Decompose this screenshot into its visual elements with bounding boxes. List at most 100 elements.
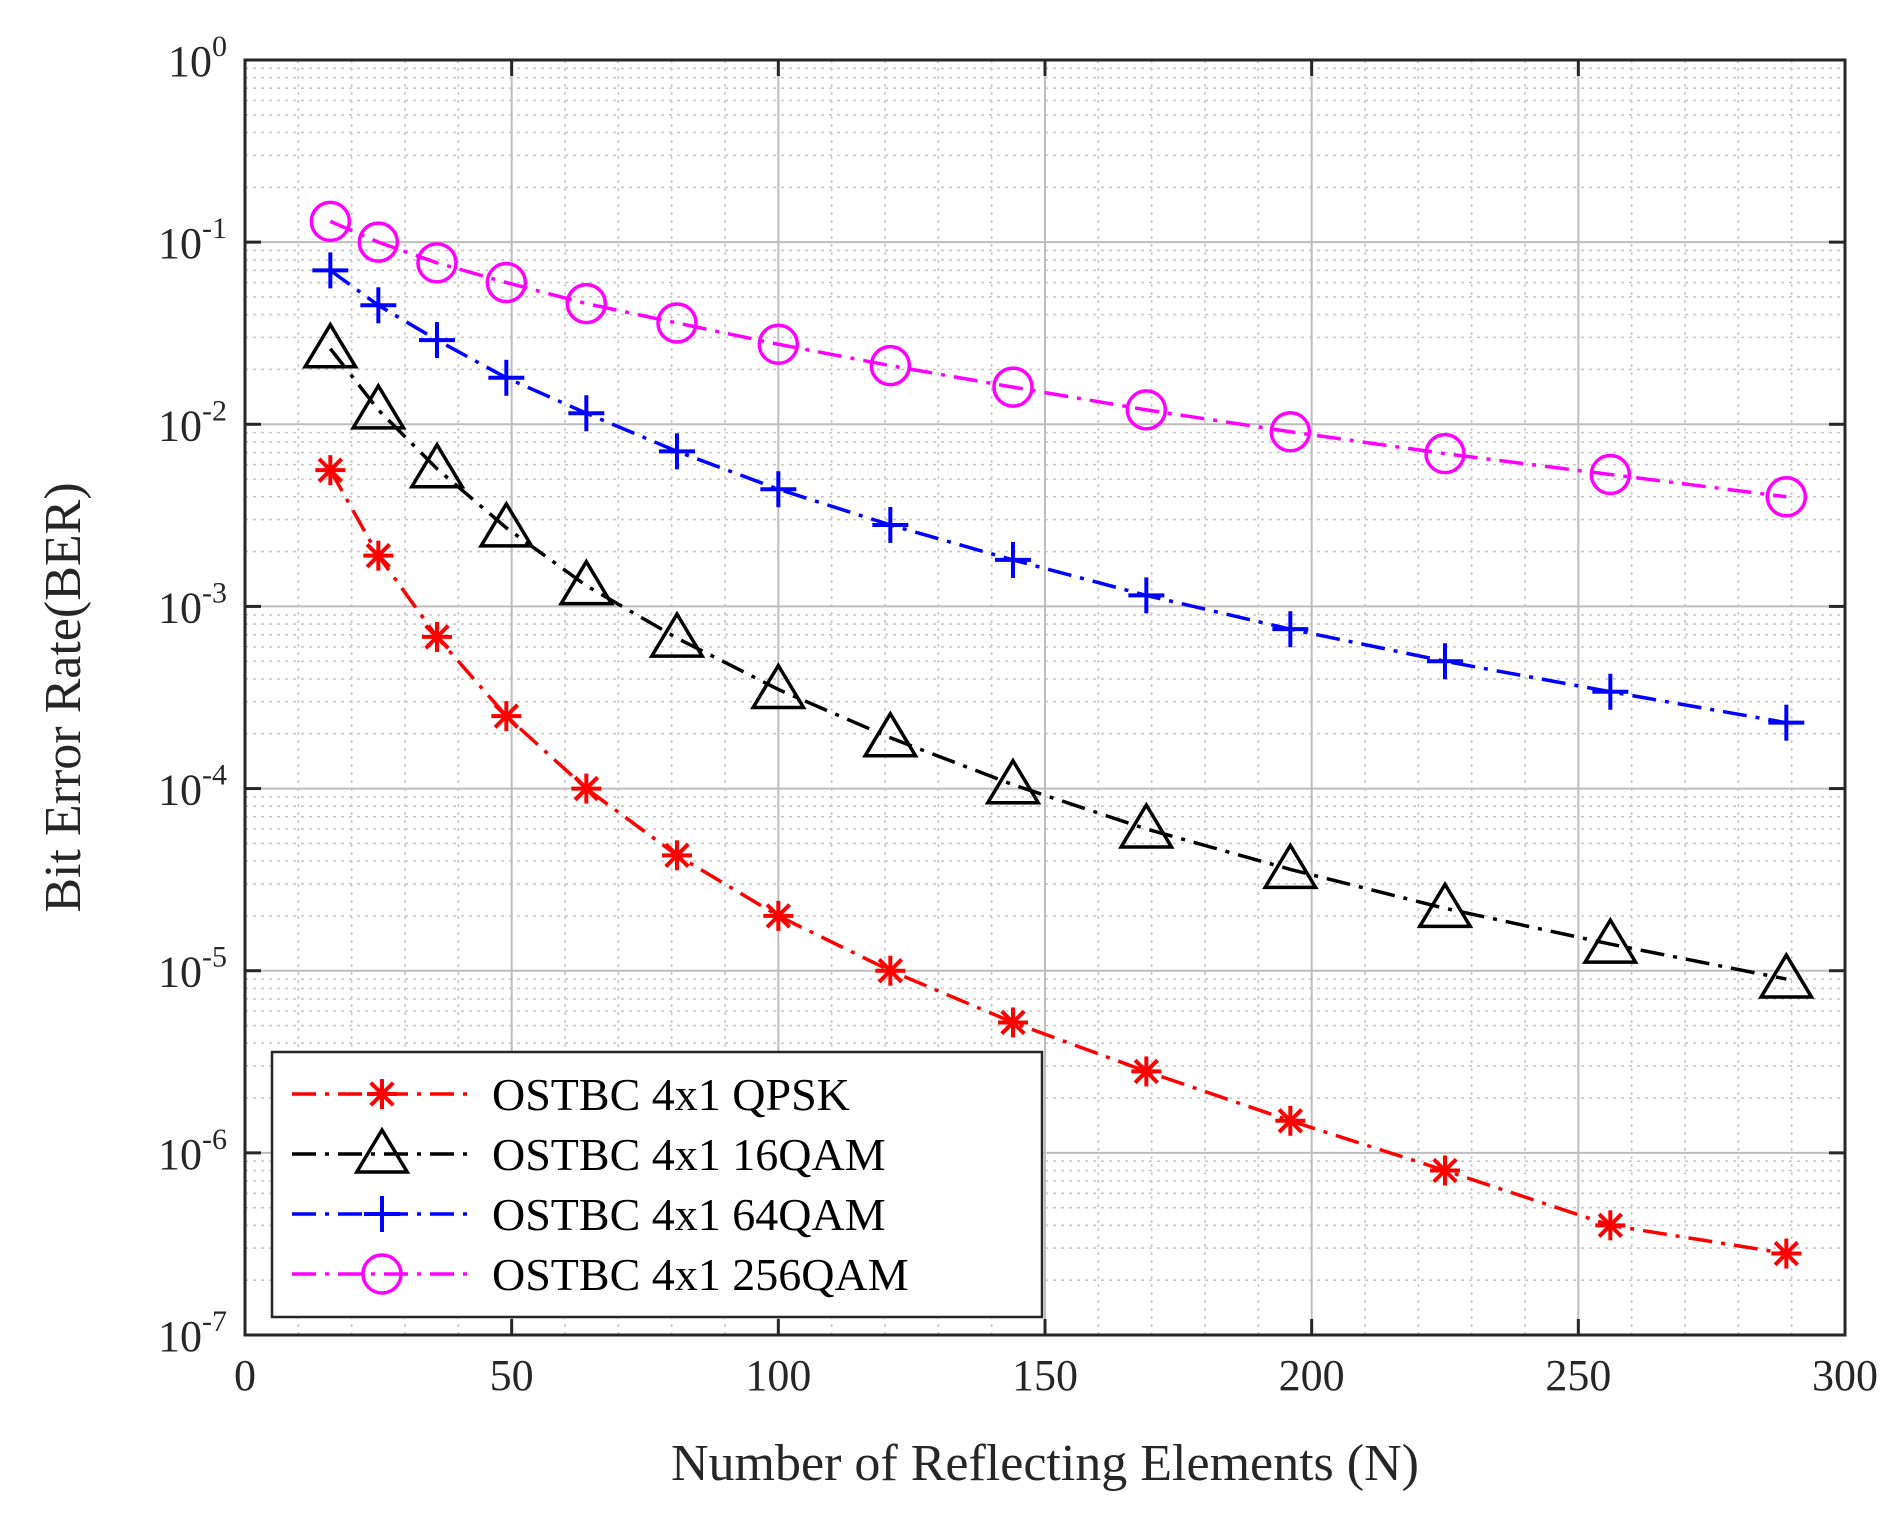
circle-marker-shape — [485, 261, 528, 304]
data-point — [984, 757, 1042, 805]
y-tick-label: 10-3 — [158, 576, 227, 632]
y-tick-label: 10-6 — [158, 1123, 227, 1179]
circle-marker-shape — [1589, 453, 1632, 496]
legend-marker — [367, 1079, 397, 1109]
triangle-marker-shape — [1758, 951, 1815, 999]
triangle-marker-shape — [350, 382, 407, 430]
data-point — [1272, 611, 1309, 648]
data-point — [488, 359, 525, 396]
legend-item: OSTBC 4x1 QPSK — [292, 1069, 850, 1120]
data-point — [1269, 410, 1312, 453]
series-group — [302, 200, 1815, 1269]
asterisk-marker-stroke — [1432, 1157, 1458, 1184]
legend-label: OSTBC 4x1 64QAM — [492, 1189, 886, 1240]
y-axis-title: Bit Error Rate(BER) — [35, 482, 92, 912]
data-point — [872, 506, 909, 543]
asterisk-marker-stroke — [573, 775, 599, 802]
data-point — [1768, 704, 1805, 741]
data-point — [309, 200, 352, 243]
data-point — [312, 252, 349, 289]
triangle-marker-shape — [558, 558, 615, 606]
data-point — [1595, 1210, 1626, 1241]
data-point — [360, 287, 397, 324]
asterisk-marker-stroke — [1277, 1108, 1303, 1134]
x-tick-label: 150 — [1012, 1351, 1078, 1400]
data-point — [422, 621, 452, 652]
asterisk-marker-stroke — [424, 624, 450, 650]
triangle-marker-shape — [302, 321, 359, 369]
data-point — [750, 662, 807, 710]
data-point — [1416, 880, 1474, 929]
data-point — [350, 382, 407, 430]
data-point — [1765, 476, 1808, 518]
data-point — [875, 955, 906, 986]
triangle-marker-shape — [862, 710, 919, 758]
circle-marker-shape — [357, 221, 400, 263]
data-point — [995, 541, 1031, 578]
series-line — [328, 347, 1787, 981]
x-tick-label: 200 — [1279, 1351, 1345, 1400]
x-axis-title: Number of Reflecting Elements (N) — [671, 1435, 1419, 1492]
data-point — [763, 900, 794, 931]
data-point — [1262, 841, 1319, 890]
x-tick-label: 250 — [1545, 1351, 1611, 1400]
data-point — [1131, 1056, 1162, 1087]
y-tick-label: 10-1 — [158, 212, 227, 268]
asterisk-marker-stroke — [369, 1081, 395, 1107]
legend-label: OSTBC 4x1 16QAM — [492, 1129, 886, 1180]
legend-item: OSTBC 4x1 16QAM — [292, 1126, 886, 1180]
data-point — [1125, 389, 1168, 431]
legend-item: OSTBC 4x1 256QAM — [292, 1249, 909, 1300]
asterisk-marker-stroke — [664, 842, 690, 868]
circle-marker-shape — [361, 1253, 403, 1295]
y-tick-label: 100 — [168, 30, 227, 86]
data-point — [662, 840, 692, 871]
triangle-marker-shape — [750, 662, 807, 710]
x-tick-label: 100 — [745, 1351, 811, 1400]
legend-marker — [361, 1253, 403, 1295]
data-point — [491, 701, 522, 732]
y-tick-label: 10-2 — [158, 394, 227, 450]
data-point — [656, 302, 698, 344]
data-point — [357, 221, 400, 263]
series-triangle — [302, 321, 1815, 999]
data-point — [1128, 577, 1165, 614]
asterisk-marker-stroke — [877, 958, 903, 984]
triangle-marker-shape — [408, 441, 466, 489]
data-point — [568, 395, 605, 432]
asterisk-marker-stroke — [317, 457, 343, 483]
asterisk-marker-stroke — [493, 703, 519, 729]
triangle-marker-shape — [648, 610, 706, 658]
data-point — [992, 366, 1034, 408]
x-tick-label: 0 — [234, 1351, 256, 1400]
series-line — [329, 219, 1787, 499]
asterisk-marker-stroke — [1000, 1009, 1026, 1036]
legend-label: OSTBC 4x1 QPSK — [492, 1069, 850, 1120]
data-point — [998, 1007, 1028, 1038]
series-plus — [312, 252, 1805, 741]
circle-marker-shape — [565, 282, 608, 325]
asterisk-marker-stroke — [1773, 1240, 1799, 1267]
triangle-marker-shape — [1582, 916, 1639, 964]
data-point — [419, 322, 455, 359]
asterisk-marker-stroke — [1597, 1212, 1623, 1239]
data-point — [478, 500, 535, 548]
triangle-marker-shape — [353, 1126, 411, 1174]
circle-marker-shape — [1269, 410, 1312, 453]
axis-ticks: 0 50 100 150 200 250 300 100 10-1 10-2 10-3 10-4 10-… — [158, 30, 1878, 1400]
data-point — [485, 261, 528, 304]
data-point — [315, 455, 346, 486]
circle-marker-shape — [1424, 432, 1466, 475]
series-line — [329, 268, 1787, 725]
data-point — [1582, 916, 1639, 964]
triangle-marker-shape — [1118, 801, 1175, 849]
circle-marker-shape — [309, 200, 352, 243]
triangle-marker-shape — [478, 500, 535, 548]
y-tick-label: 10-5 — [158, 941, 227, 997]
triangle-marker-shape — [1416, 880, 1474, 929]
data-point — [363, 540, 394, 571]
asterisk-marker-stroke — [765, 903, 791, 929]
asterisk-marker-stroke — [1133, 1058, 1159, 1085]
data-point — [862, 710, 919, 758]
